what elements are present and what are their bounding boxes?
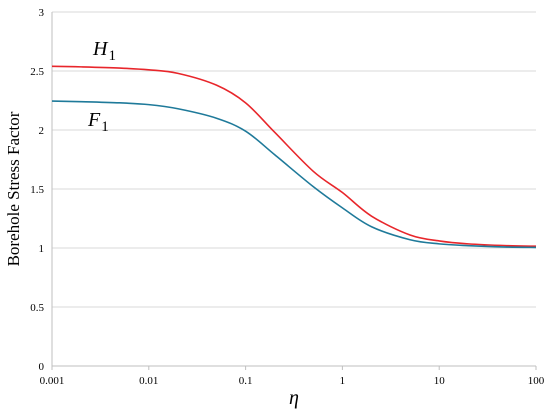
gridlines bbox=[52, 11, 536, 308]
x-tick-label: 0.01 bbox=[139, 375, 158, 387]
series-line-h1 bbox=[51, 65, 537, 248]
x-tick-labels: 0.001 0.01 0.1 1 10 100 bbox=[40, 375, 545, 387]
y-axis-label: Borehole Stress Factor bbox=[4, 111, 23, 266]
x-tick-label: 0.1 bbox=[239, 375, 253, 387]
y-tick-label: 1.5 bbox=[30, 184, 44, 196]
y-tick-label: 3 bbox=[39, 7, 45, 19]
x-axis-label: η bbox=[289, 387, 299, 409]
series-line-f1 bbox=[51, 100, 537, 249]
y-tick-label: 2.5 bbox=[30, 66, 44, 78]
x-tick-label: 10 bbox=[434, 375, 446, 387]
x-tick-label: 1 bbox=[340, 375, 346, 387]
x-tick-label: 0.001 bbox=[40, 375, 65, 387]
y-tick-label: 1 bbox=[39, 243, 45, 255]
y-tick-label: 0 bbox=[39, 361, 45, 373]
y-tick-label: 0.5 bbox=[30, 302, 44, 314]
series-label-f1: F1 bbox=[87, 109, 109, 135]
axes bbox=[51, 12, 537, 370]
y-tick-labels: 0 0.5 1 1.5 2 2.5 3 bbox=[30, 7, 44, 373]
series-labels: H1 F1 bbox=[87, 38, 116, 135]
series-label-h1: H1 bbox=[92, 38, 116, 64]
series-lines bbox=[51, 65, 537, 249]
x-tick-label: 100 bbox=[528, 375, 545, 387]
y-tick-label: 2 bbox=[39, 125, 45, 137]
